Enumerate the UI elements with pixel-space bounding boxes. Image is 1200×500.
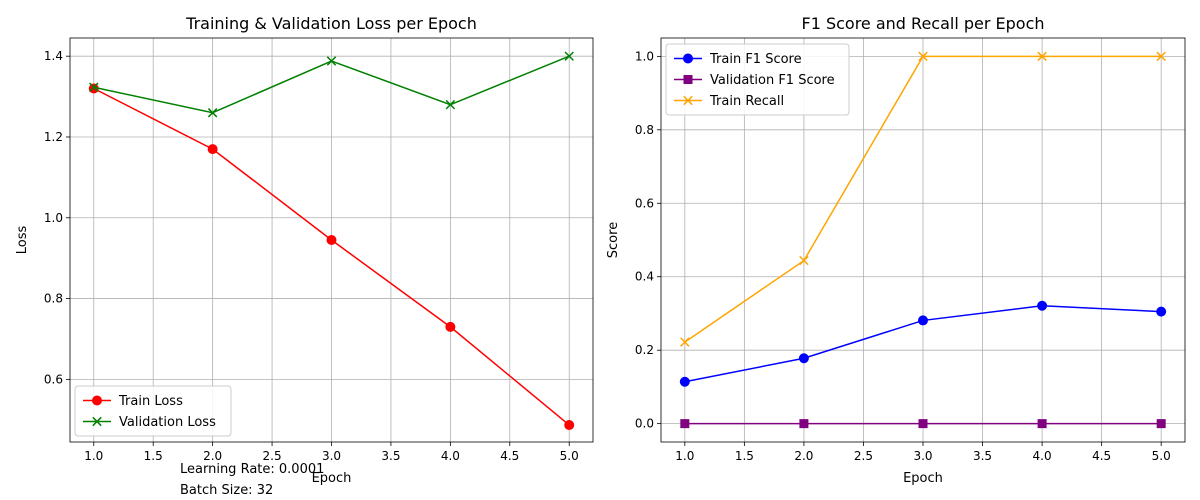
legend-label: Validation Loss (119, 415, 216, 430)
x-tick-label: 2.0 (794, 449, 813, 463)
legend-marker (683, 95, 693, 106)
x-tick-label: 3.5 (381, 449, 400, 463)
y-tick-label: 1.2 (44, 130, 63, 144)
legend-box (74, 385, 232, 437)
legend-marker (92, 416, 102, 427)
chart-1: 1.0 1.5 2.0 2.5 3.0 3.5 4.0 4.5 5.0 0.6 0.8 1.0 1.2 1… (15, 14, 594, 486)
x-axis-label: Epoch (903, 471, 943, 486)
x-tick-label: 3.0 (322, 449, 341, 463)
y-tick-label: 0.2 (635, 343, 654, 357)
legend-box (665, 43, 850, 116)
x-tick-label: 3.5 (973, 449, 992, 463)
chart-title: Training & Validation Loss per Epoch (185, 14, 477, 33)
x-tick-label: 3.0 (913, 449, 932, 463)
axes-frame (69, 37, 594, 443)
x-tick-label: 5.0 (560, 449, 579, 463)
data-point (1156, 419, 1166, 429)
x-tick-label: 2.5 (263, 449, 282, 463)
data-point (1156, 51, 1166, 62)
legend-label: Validation F1 Score (710, 73, 835, 88)
data-point (679, 376, 690, 387)
y-tick-label: 0.8 (635, 123, 654, 137)
data-point (564, 420, 575, 431)
data-point (445, 99, 456, 110)
data-point (799, 419, 809, 429)
data-point (445, 321, 456, 332)
x-tick-label: 4.0 (1033, 449, 1052, 463)
data-point (1156, 306, 1167, 317)
data-point (799, 255, 809, 266)
legend-marker (92, 395, 102, 406)
y-tick-label: 0.4 (635, 270, 654, 284)
y-axis-label: Loss (15, 226, 30, 255)
y-tick-label: 0.8 (44, 292, 63, 306)
data-point (89, 82, 99, 93)
learning-rate-note: Learning Rate: 0.0001 (180, 462, 325, 477)
x-tick-label: 5.0 (1152, 449, 1171, 463)
series-validation-loss (89, 51, 574, 118)
x-tick-label: 4.5 (500, 449, 519, 463)
data-point (1037, 419, 1047, 429)
batch-size-note: Batch Size: 32 (180, 483, 274, 498)
data-point (1037, 300, 1048, 311)
data-point (1037, 51, 1047, 62)
series-train-f1-score (679, 300, 1167, 387)
legend: Train Loss Validation Loss (74, 385, 232, 437)
legend-marker (683, 75, 693, 84)
legend-label: Train F1 Score (709, 52, 802, 67)
y-tick-label: 1.4 (44, 49, 63, 63)
x-tick-label: 1.5 (735, 449, 754, 463)
series-train-recall (680, 51, 1166, 347)
data-point (326, 235, 337, 245)
legend-marker (683, 53, 693, 64)
legend-label: Train Recall (709, 94, 784, 109)
data-point (918, 419, 928, 429)
legend: Train F1 Score Validation F1 Score Train R… (665, 43, 850, 116)
x-tick-label: 2.0 (203, 449, 222, 463)
chart-title: F1 Score and Recall per Epoch (801, 14, 1044, 33)
x-tick-label: 2.5 (854, 449, 873, 463)
axes-frame (660, 37, 1186, 443)
series-validation-f1-score (680, 419, 1166, 429)
chart-2: 1.0 1.5 2.0 2.5 3.0 3.5 4.0 4.5 5.0 0.0 0.2 0.4 0.6 0… (606, 14, 1186, 486)
data-point (918, 315, 928, 326)
x-tick-label: 4.5 (1092, 449, 1111, 463)
series-train-loss (88, 83, 575, 431)
data-point (207, 108, 218, 118)
y-tick-label: 1.0 (44, 211, 63, 225)
y-axis-label: Score (606, 222, 621, 258)
data-point (918, 51, 928, 62)
x-axis-label: Epoch (312, 471, 352, 486)
data-point (680, 337, 690, 347)
x-tick-label: 1.5 (144, 449, 163, 463)
legend-label: Train Loss (118, 394, 183, 409)
data-point (326, 56, 337, 66)
x-tick-label: 1.0 (84, 449, 103, 463)
y-tick-label: 0.0 (635, 417, 654, 431)
data-point (564, 51, 574, 61)
y-tick-label: 1.0 (635, 49, 654, 63)
x-tick-label: 4.0 (441, 449, 460, 463)
data-point (798, 353, 809, 364)
data-point (680, 419, 690, 429)
x-tick-label: 1.0 (675, 449, 694, 463)
y-tick-label: 0.6 (44, 372, 63, 386)
data-point (207, 144, 218, 155)
y-tick-label: 0.6 (635, 196, 654, 210)
